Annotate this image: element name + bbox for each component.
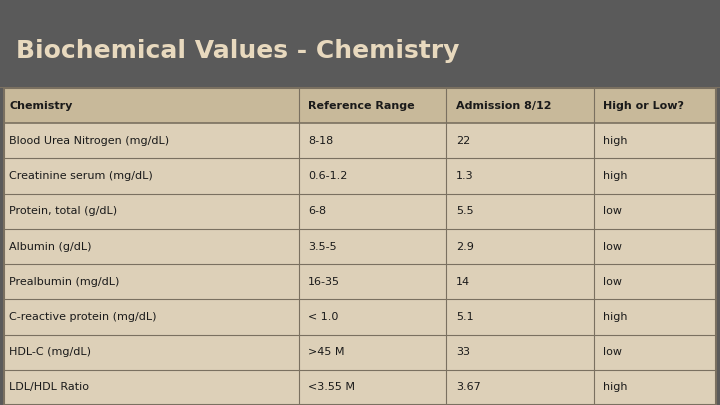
Text: 33: 33 [456, 347, 469, 357]
Text: 6-8: 6-8 [308, 206, 326, 216]
Text: 3.5-5: 3.5-5 [308, 241, 337, 252]
Bar [4, 335, 716, 370]
Text: High or Low?: High or Low? [603, 100, 684, 111]
Text: < 1.0: < 1.0 [308, 312, 338, 322]
Text: high: high [603, 312, 628, 322]
Text: Protein, total (g/dL): Protein, total (g/dL) [9, 206, 117, 216]
Text: 16-35: 16-35 [308, 277, 340, 287]
Text: Chemistry: Chemistry [9, 100, 73, 111]
Text: LDL/HDL Ratio: LDL/HDL Ratio [9, 382, 89, 392]
Bar [4, 158, 716, 194]
Text: Prealbumin (mg/dL): Prealbumin (mg/dL) [9, 277, 120, 287]
Text: 1.3: 1.3 [456, 171, 473, 181]
Text: Creatinine serum (mg/dL): Creatinine serum (mg/dL) [9, 171, 153, 181]
Bar [4, 194, 716, 229]
Bar [4, 264, 716, 299]
Bar [4, 229, 716, 264]
Text: low: low [603, 347, 622, 357]
Text: low: low [603, 277, 622, 287]
Text: HDL-C (mg/dL): HDL-C (mg/dL) [9, 347, 91, 357]
Text: high: high [603, 136, 628, 146]
Bar [4, 370, 716, 405]
Text: 3.67: 3.67 [456, 382, 480, 392]
Text: 5.1: 5.1 [456, 312, 473, 322]
Text: high: high [603, 171, 628, 181]
Text: Biochemical Values - Chemistry: Biochemical Values - Chemistry [16, 39, 459, 63]
Bar [4, 123, 716, 158]
Text: 8-18: 8-18 [308, 136, 333, 146]
Bar [4, 299, 716, 335]
Text: low: low [603, 206, 622, 216]
Text: high: high [603, 382, 628, 392]
Text: 22: 22 [456, 136, 470, 146]
Text: 5.5: 5.5 [456, 206, 473, 216]
Text: C-reactive protein (mg/dL): C-reactive protein (mg/dL) [9, 312, 157, 322]
Text: 14: 14 [456, 277, 470, 287]
Text: 2.9: 2.9 [456, 241, 474, 252]
Text: Admission 8/12: Admission 8/12 [456, 100, 552, 111]
Text: >45 M: >45 M [308, 347, 345, 357]
Text: Blood Urea Nitrogen (mg/dL): Blood Urea Nitrogen (mg/dL) [9, 136, 169, 146]
Text: Albumin (g/dL): Albumin (g/dL) [9, 241, 92, 252]
Text: 0.6-1.2: 0.6-1.2 [308, 171, 348, 181]
Text: low: low [603, 241, 622, 252]
Text: Reference Range: Reference Range [308, 100, 415, 111]
Bar [4, 88, 716, 123]
Text: <3.55 M: <3.55 M [308, 382, 355, 392]
